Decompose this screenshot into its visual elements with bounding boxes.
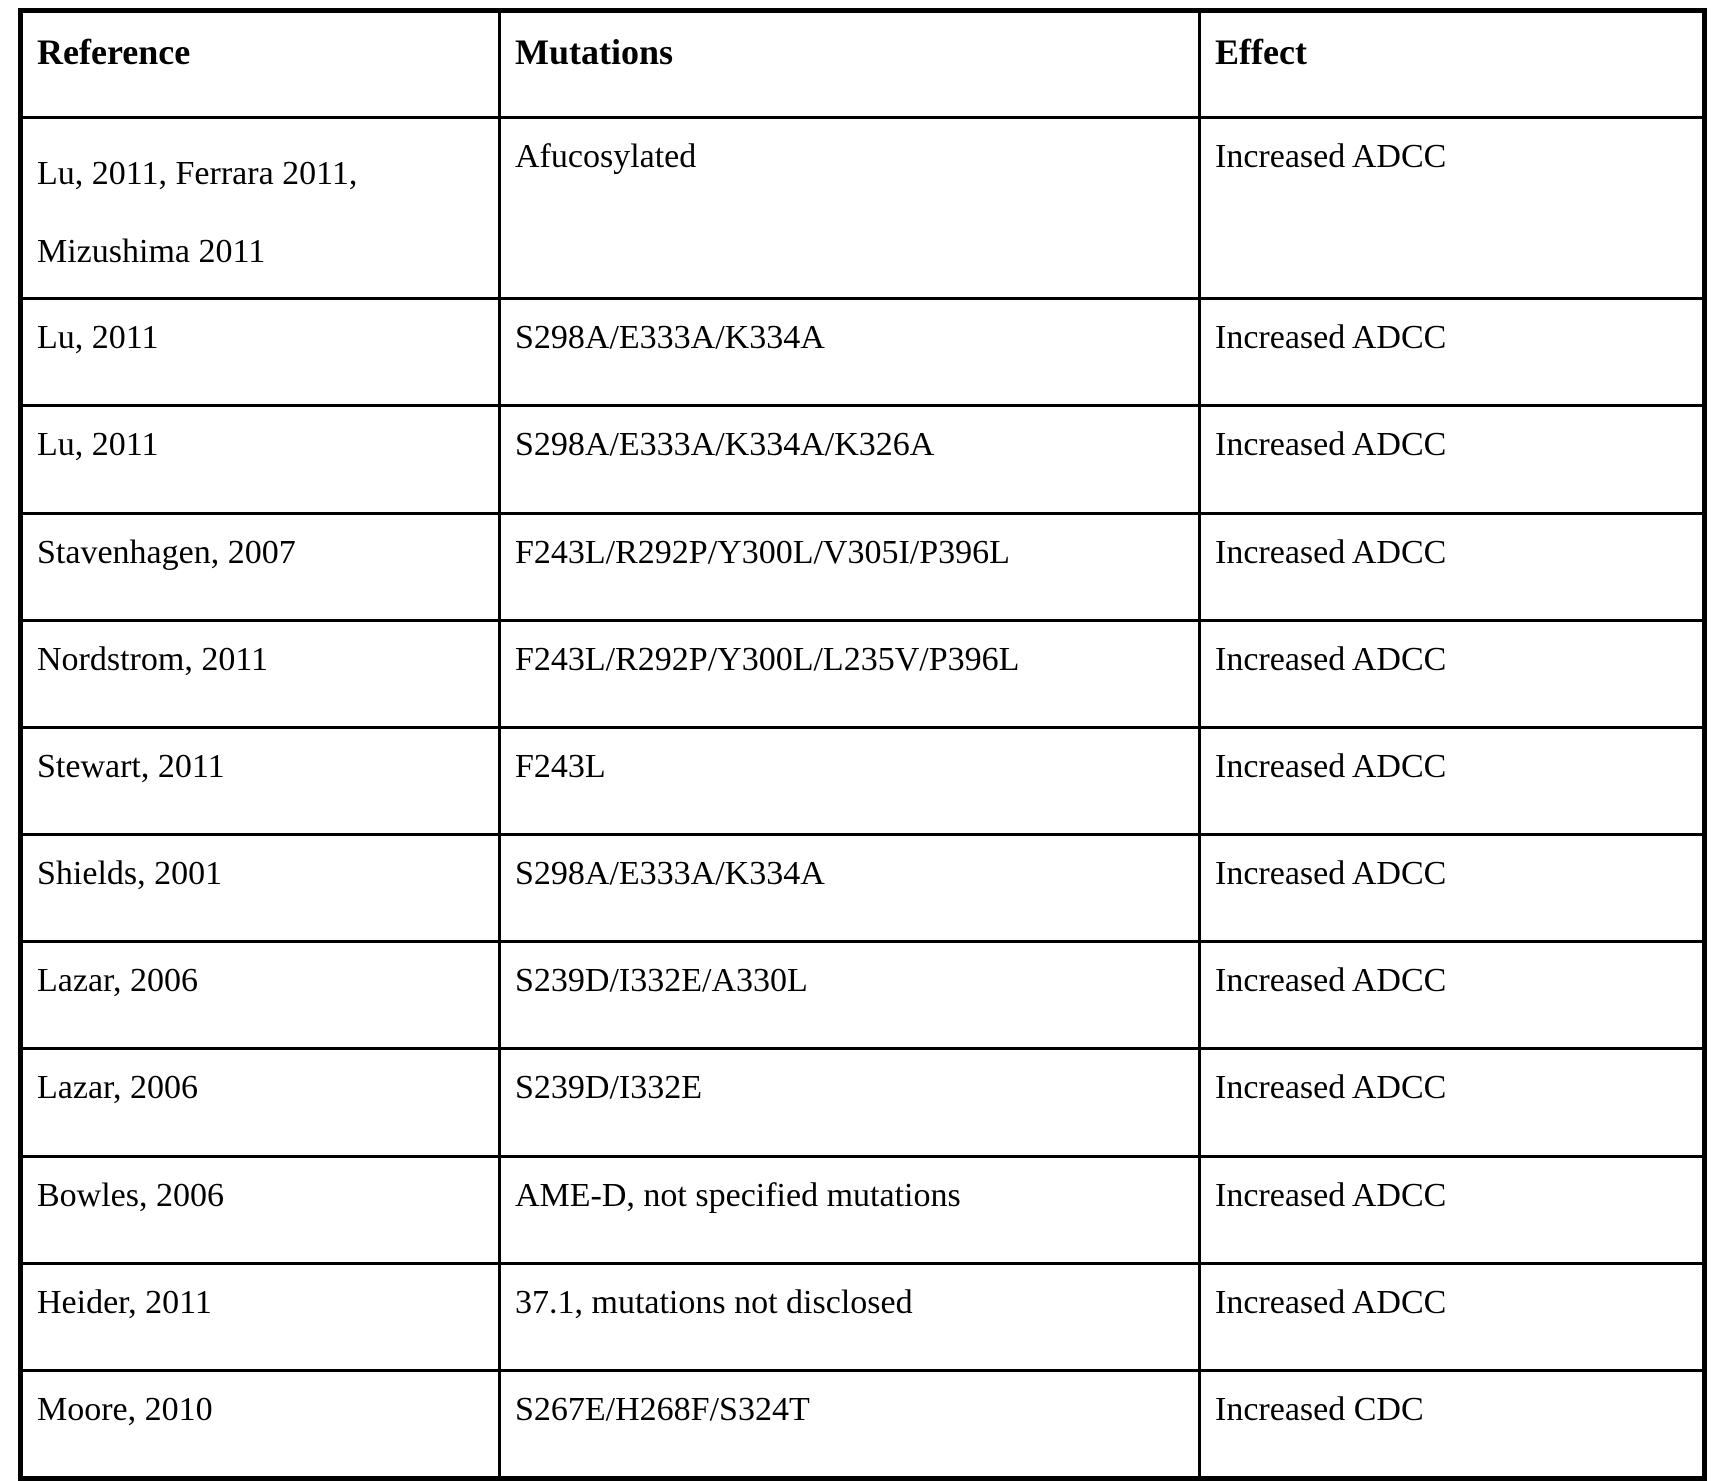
table-row: Stavenhagen, 2007 F243L/R292P/Y300L/V305… xyxy=(19,511,1706,622)
reference-cell: Stewart, 2011 xyxy=(19,725,501,837)
mutations-cell: S267E/H268F/S324T xyxy=(498,1369,1201,1481)
table-row: Heider, 2011 37.1, mutations not disclos… xyxy=(19,1261,1706,1373)
effect-cell: Increased ADCC xyxy=(1198,297,1706,408)
reference-cell: Lu, 2011, Ferrara 2011, Mizushima 2011 xyxy=(19,115,501,301)
mutations-cell: F243L xyxy=(498,725,1201,837)
reference-cell: Shields, 2001 xyxy=(19,833,501,944)
effect-cell: Increased ADCC xyxy=(1198,940,1706,1051)
table-row: Lu, 2011 S298A/E333A/K334A/K326A Increas… xyxy=(19,404,1706,515)
mutations-effects-table: Reference Mutations Effect Lu, 2011, Fer… xyxy=(18,8,1707,1481)
table-row: Moore, 2010 S267E/H268F/S324T Increased … xyxy=(19,1369,1706,1481)
reference-cell: Lazar, 2006 xyxy=(19,940,501,1051)
effect-cell: Increased ADCC xyxy=(1198,404,1706,515)
table-row: Lazar, 2006 S239D/I332E/A330L Increased … xyxy=(19,940,1706,1051)
table-row: Shields, 2001 S298A/E333A/K334A Increase… xyxy=(19,833,1706,944)
mutations-cell: S239D/I332E/A330L xyxy=(498,940,1201,1051)
table-row: Bowles, 2006 AME-D, not specified mutati… xyxy=(19,1154,1706,1265)
effect-cell: Increased ADCC xyxy=(1198,618,1706,729)
reference-cell: Nordstrom, 2011 xyxy=(19,618,501,729)
mutations-cell: F243L/R292P/Y300L/L235V/P396L xyxy=(498,618,1201,729)
effect-cell: Increased CDC xyxy=(1198,1369,1706,1481)
effect-cell: Increased ADCC xyxy=(1198,1154,1706,1265)
column-header-effect: Effect xyxy=(1198,9,1706,119)
effect-cell: Increased ADCC xyxy=(1198,1047,1706,1158)
effect-cell: Increased ADCC xyxy=(1198,833,1706,944)
mutations-cell: S298A/E333A/K334A xyxy=(498,297,1201,408)
effect-cell: Increased ADCC xyxy=(1198,511,1706,622)
document-page: Reference Mutations Effect Lu, 2011, Fer… xyxy=(18,8,1707,1481)
mutations-cell: Afucosylated xyxy=(498,115,1201,301)
mutations-cell: AME-D, not specified mutations xyxy=(498,1154,1201,1265)
mutations-cell: S298A/E333A/K334A/K326A xyxy=(498,404,1201,515)
mutations-cell: 37.1, mutations not disclosed xyxy=(498,1261,1201,1373)
column-header-mutations: Mutations xyxy=(498,9,1201,119)
reference-cell: Moore, 2010 xyxy=(19,1369,501,1481)
header-row: Reference Mutations Effect xyxy=(19,9,1706,119)
table-row: Lu, 2011 S298A/E333A/K334A Increased ADC… xyxy=(19,297,1706,408)
effect-cell: Increased ADCC xyxy=(1198,115,1706,301)
effect-cell: Increased ADCC xyxy=(1198,725,1706,837)
column-header-reference: Reference xyxy=(19,9,501,119)
reference-cell: Lu, 2011 xyxy=(19,404,501,515)
table-row: Stewart, 2011 F243L Increased ADCC xyxy=(19,725,1706,837)
table-row: Lazar, 2006 S239D/I332E Increased ADCC xyxy=(19,1047,1706,1158)
reference-cell: Bowles, 2006 xyxy=(19,1154,501,1265)
mutations-cell: F243L/R292P/Y300L/V305I/P396L xyxy=(498,511,1201,622)
reference-cell: Lu, 2011 xyxy=(19,297,501,408)
effect-cell: Increased ADCC xyxy=(1198,1261,1706,1373)
reference-cell: Heider, 2011 xyxy=(19,1261,501,1373)
reference-cell: Lazar, 2006 xyxy=(19,1047,501,1158)
reference-cell: Stavenhagen, 2007 xyxy=(19,511,501,622)
table-row: Lu, 2011, Ferrara 2011, Mizushima 2011 A… xyxy=(19,115,1706,301)
mutations-cell: S298A/E333A/K334A xyxy=(498,833,1201,944)
table-row: Nordstrom, 2011 F243L/R292P/Y300L/L235V/… xyxy=(19,618,1706,729)
mutations-cell: S239D/I332E xyxy=(498,1047,1201,1158)
